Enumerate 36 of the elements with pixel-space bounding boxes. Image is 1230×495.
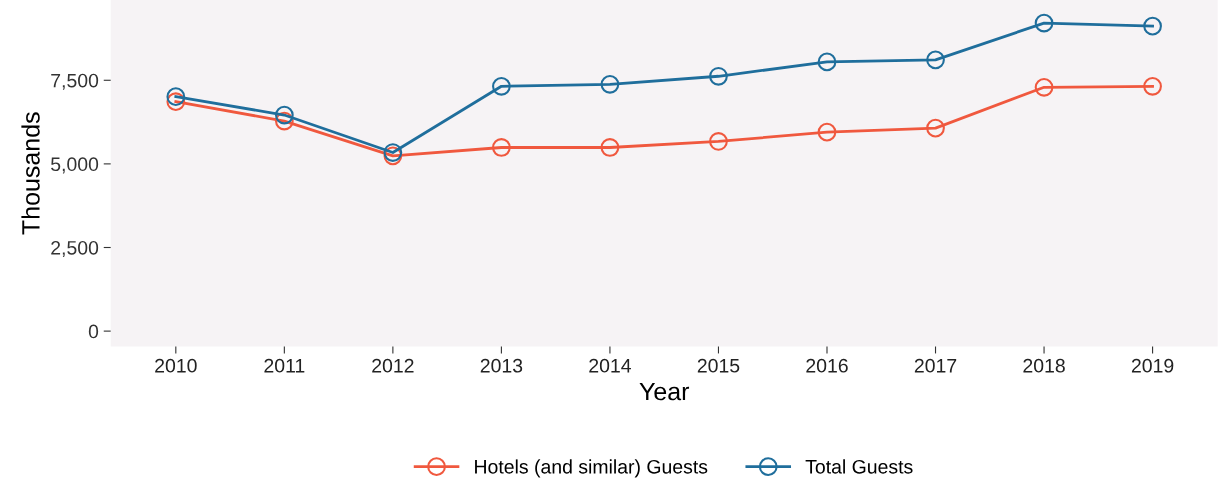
point [817, 52, 837, 72]
x-tick-label: 2017 [914, 358, 957, 373]
point [492, 76, 511, 96]
point [1034, 77, 1054, 97]
x-tick-label: 2016 [806, 358, 848, 373]
x-tick-label: 2012 [372, 358, 414, 373]
y-tick-label: 2,500 [51, 240, 99, 258]
x-tick-label: 2010 [155, 358, 197, 373]
x-tick-label: 2015 [697, 358, 740, 373]
point [274, 105, 294, 125]
point [926, 50, 945, 70]
point [1034, 13, 1054, 33]
point [817, 122, 837, 142]
legend-label: Hotels (and similar) Guests [475, 459, 708, 478]
point [926, 118, 945, 138]
y-axis-title: Thousands [21, 112, 40, 235]
point [1143, 76, 1162, 96]
legend-label: Total Guests [805, 459, 913, 474]
point [166, 92, 186, 112]
x-tick-label: 2018 [1023, 358, 1065, 373]
point [166, 87, 186, 107]
point [709, 66, 728, 86]
x-tick-label: 2013 [480, 358, 523, 373]
point [274, 111, 294, 131]
x-tick-label: 2011 [264, 358, 305, 373]
x-tick-label: 2014 [589, 358, 631, 373]
point [600, 74, 620, 94]
x-tick-label: 2019 [1131, 358, 1174, 373]
y-tick-label: 7,500 [51, 73, 99, 90]
point [600, 138, 620, 157]
point [492, 138, 511, 157]
y-tick-label: 0 [88, 324, 99, 339]
point [709, 132, 728, 151]
point [1143, 16, 1162, 36]
y-tick-label: 5,000 [51, 157, 99, 174]
x-axis-title: Year [639, 382, 690, 401]
